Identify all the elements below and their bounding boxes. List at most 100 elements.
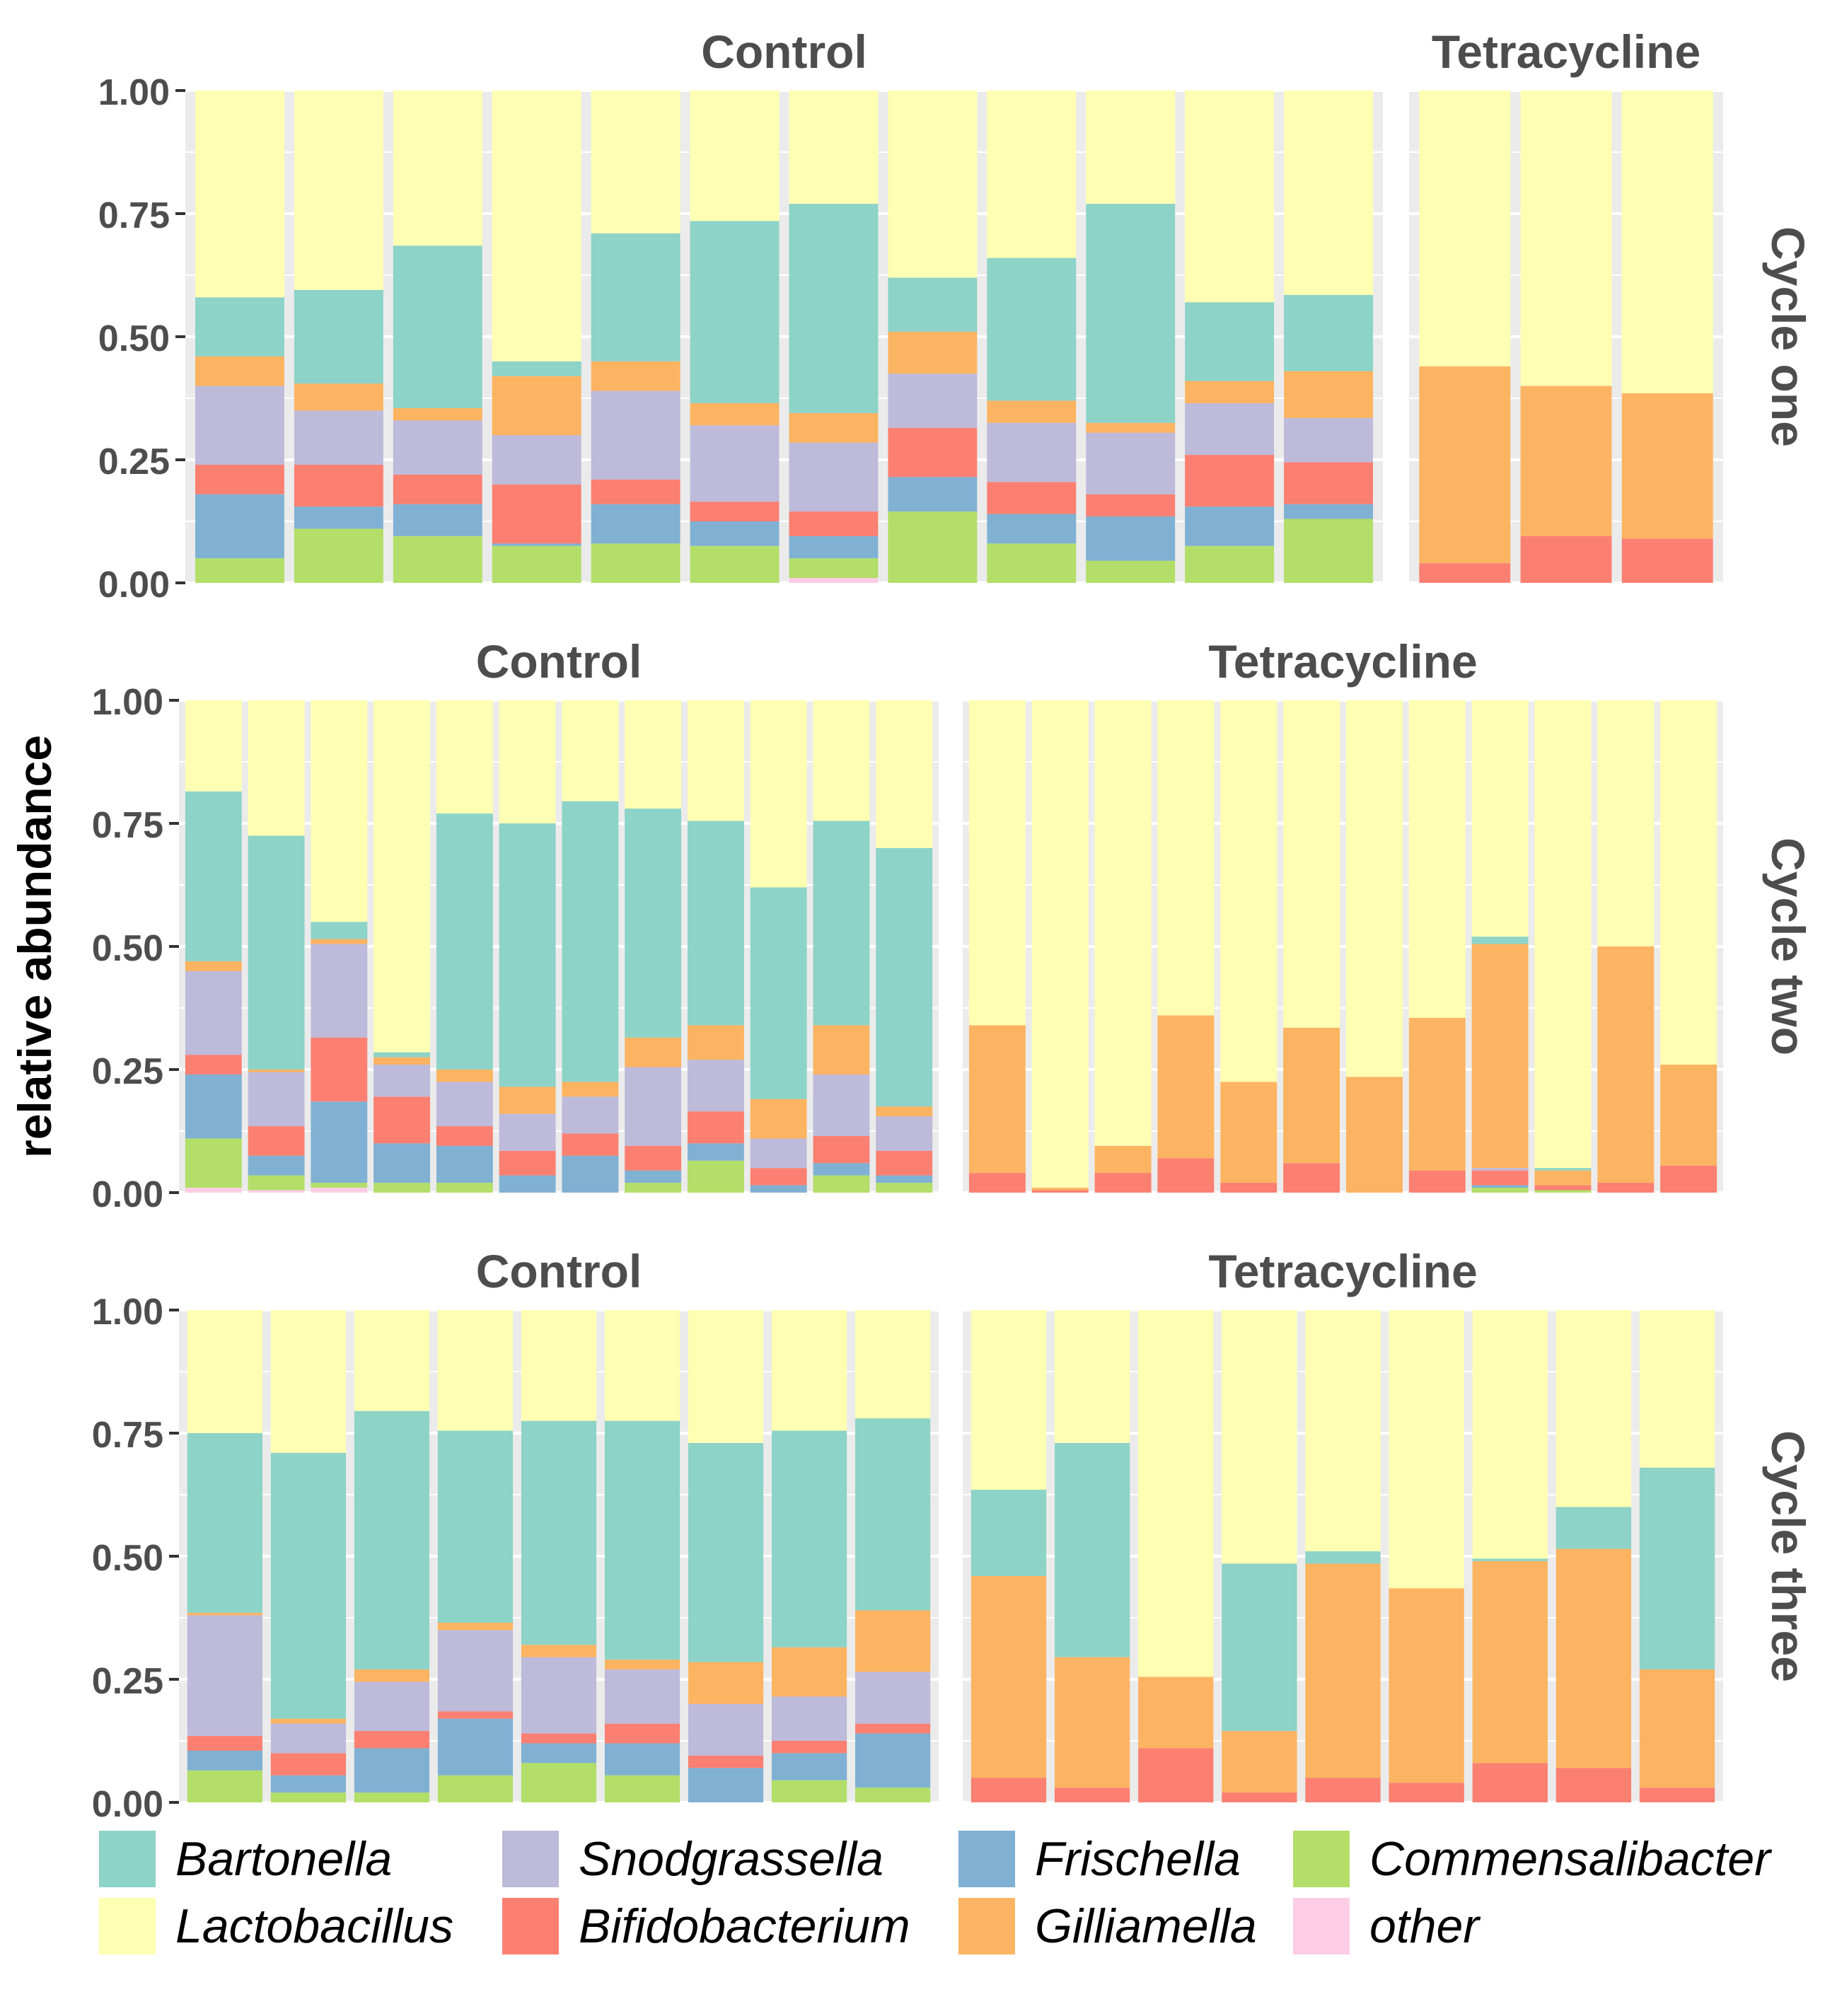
bar-segment-cycle-one-control-5-lactobacillus — [591, 91, 680, 233]
bar-segment-cycle-three-tetracycline-1-bartonella — [971, 1490, 1047, 1576]
bar-segment-cycle-two-control-10-bartonella — [750, 887, 807, 1099]
bar-segment-cycle-one-control-9-bifidobacterium — [987, 482, 1077, 514]
bar-segment-cycle-one-control-7-snodgrassella — [789, 442, 879, 512]
legend-label-lactobacillus: Lactobacillus — [175, 1899, 454, 1953]
bar-segment-cycle-three-tetracycline-7-bartonella — [1472, 1558, 1548, 1561]
y-tick-label-cycle-two-1: 0.25 — [92, 1051, 163, 1092]
bar-segment-cycle-one-control-2-commensalibacter — [294, 528, 383, 583]
bar-segment-cycle-three-control-9-frischella — [854, 1733, 931, 1788]
bar-segment-cycle-two-tetracycline-8-gilliamella — [1408, 1017, 1466, 1171]
bar-segment-cycle-three-tetracycline-2-lactobacillus — [1054, 1310, 1130, 1443]
bar-segment-cycle-one-control-6-commensalibacter — [690, 545, 780, 583]
bar-segment-cycle-two-tetracycline-9-bifidobacterium — [1471, 1170, 1529, 1186]
bar-segment-cycle-one-control-3-commensalibacter — [393, 535, 482, 583]
bar-segment-cycle-one-control-4-lactobacillus — [492, 91, 581, 361]
bar-segment-cycle-two-control-2-gilliamella — [248, 1070, 305, 1072]
bar-segment-cycle-one-control-11-snodgrassella — [1185, 402, 1275, 456]
legend-label-bifidobacterium: Bifidobacterium — [579, 1899, 910, 1953]
bar-segment-cycle-one-control-4-bifidobacterium — [492, 484, 581, 544]
bar-segment-cycle-three-control-9-commensalibacter — [854, 1788, 931, 1802]
bar-segment-cycle-one-control-2-frischella — [294, 506, 383, 529]
bar-segment-cycle-two-control-4-frischella — [373, 1143, 431, 1183]
bar-segment-cycle-three-tetracycline-7-lactobacillus — [1472, 1310, 1548, 1559]
bar-segment-cycle-three-control-7-snodgrassella — [688, 1703, 764, 1756]
bar-segment-cycle-one-control-7-bartonella — [789, 204, 879, 413]
bar-segment-cycle-two-control-5-lactobacillus — [436, 700, 493, 814]
legend-item-snodgrassella: Snodgrassella — [502, 1825, 883, 1892]
bar-segment-cycle-three-tetracycline-2-gilliamella — [1054, 1657, 1130, 1788]
bar-segment-cycle-one-control-5-bartonella — [591, 233, 680, 361]
bar-segment-cycle-one-control-4-snodgrassella — [492, 435, 581, 485]
y-tick-label-cycle-three-0: 0.00 — [92, 1784, 163, 1825]
y-tick-label-cycle-one-1: 0.25 — [98, 441, 170, 482]
bar-segment-cycle-three-control-4-bartonella — [437, 1430, 514, 1623]
bar-segment-cycle-three-control-7-bartonella — [688, 1442, 764, 1662]
bar-segment-cycle-three-tetracycline-5-lactobacillus — [1305, 1310, 1381, 1552]
bar-segment-cycle-two-control-6-bartonella — [499, 823, 556, 1087]
bar-segment-cycle-three-control-4-lactobacillus — [437, 1310, 514, 1431]
bar-segment-cycle-one-control-8-snodgrassella — [888, 373, 978, 428]
bar-segment-cycle-one-control-10-gilliamella — [1086, 422, 1176, 433]
bar-segment-cycle-two-tetracycline-8-lactobacillus — [1408, 700, 1466, 1018]
bar-segment-cycle-three-control-6-commensalibacter — [604, 1775, 680, 1802]
bar-segment-cycle-three-tetracycline-1-lactobacillus — [971, 1310, 1047, 1490]
legend-swatch-snodgrassella — [502, 1830, 559, 1887]
bar-segment-cycle-one-control-7-other — [789, 578, 879, 583]
bar-segment-cycle-one-control-2-bifidobacterium — [294, 464, 383, 507]
y-tick-label-cycle-two-4: 1.00 — [92, 682, 163, 723]
bar-segment-cycle-one-control-10-commensalibacter — [1086, 560, 1176, 583]
bar-segment-cycle-three-tetracycline-9-bartonella — [1639, 1467, 1715, 1670]
bar-segment-cycle-two-control-3-frischella — [311, 1101, 368, 1183]
bar-segment-cycle-two-tetracycline-2-bifidobacterium — [1031, 1190, 1089, 1193]
bar-segment-cycle-three-control-5-gilliamella — [521, 1645, 597, 1657]
bar-segment-cycle-one-control-7-gilliamella — [789, 412, 879, 443]
bar-segment-cycle-one-control-4-frischella — [492, 543, 581, 546]
facet-title-cycle-three-tetracycline: Tetracycline — [1208, 1245, 1477, 1297]
bar-segment-cycle-two-control-8-gilliamella — [625, 1037, 682, 1067]
bar-segment-cycle-three-control-9-snodgrassella — [854, 1672, 931, 1724]
bar-segment-cycle-three-tetracycline-5-bartonella — [1305, 1551, 1381, 1564]
bar-segment-cycle-three-control-8-frischella — [771, 1753, 847, 1780]
bar-segment-cycle-one-control-11-bartonella — [1185, 302, 1275, 381]
bar-segment-cycle-two-tetracycline-1-gilliamella — [968, 1025, 1026, 1174]
legend-label-bartonella: Bartonella — [175, 1831, 393, 1886]
bar-segment-cycle-two-control-11-lactobacillus — [813, 700, 870, 821]
bar-segment-cycle-one-control-2-gilliamella — [294, 383, 383, 411]
bar-segment-cycle-one-control-12-frischella — [1284, 504, 1374, 519]
legend-item-frischella: Frischella — [958, 1825, 1241, 1892]
legend-swatch-gilliamella — [958, 1897, 1015, 1954]
bar-segment-cycle-two-control-9-commensalibacter — [687, 1160, 744, 1193]
y-tick-label-cycle-three-2: 0.50 — [92, 1538, 163, 1579]
facet-title-cycle-one-control: Control — [701, 25, 867, 78]
bar-segment-cycle-one-tetracycline-3-bifidobacterium — [1621, 538, 1713, 583]
bar-segment-cycle-three-tetracycline-3-bifidobacterium — [1138, 1748, 1214, 1802]
bar-segment-cycle-three-control-7-gilliamella — [688, 1662, 764, 1704]
bar-segment-cycle-one-control-8-lactobacillus — [888, 91, 978, 278]
bar-segment-cycle-two-control-3-gilliamella — [311, 939, 368, 944]
bar-segment-cycle-one-control-10-frischella — [1086, 516, 1176, 561]
bar-segment-cycle-two-control-2-other — [248, 1190, 305, 1193]
bar-segment-cycle-one-control-6-bifidobacterium — [690, 502, 780, 521]
bar-segment-cycle-one-tetracycline-1-bifidobacterium — [1419, 563, 1511, 583]
facet-title-cycle-three-control: Control — [476, 1245, 642, 1297]
bar-segment-cycle-two-tetracycline-7-gilliamella — [1345, 1077, 1403, 1193]
bar-segment-cycle-three-control-2-gilliamella — [270, 1718, 347, 1724]
bar-segment-cycle-two-control-11-commensalibacter — [813, 1175, 870, 1193]
bar-segment-cycle-two-control-2-frischella — [248, 1155, 305, 1176]
bar-segment-cycle-three-tetracycline-1-gilliamella — [971, 1575, 1047, 1778]
bar-segment-cycle-one-control-9-bartonella — [987, 257, 1077, 401]
bar-segment-cycle-two-control-11-frischella — [813, 1163, 870, 1176]
legend-item-bartonella: Bartonella — [99, 1825, 392, 1892]
bar-segment-cycle-one-control-4-commensalibacter — [492, 545, 581, 583]
bar-segment-cycle-one-control-7-lactobacillus — [789, 91, 879, 204]
bar-segment-cycle-two-control-4-snodgrassella — [373, 1065, 431, 1097]
bar-segment-cycle-three-control-8-bifidobacterium — [771, 1741, 847, 1754]
bar-segment-cycle-one-tetracycline-2-gilliamella — [1520, 386, 1612, 536]
bar-segment-cycle-one-control-5-snodgrassella — [591, 390, 680, 480]
bar-segment-cycle-two-control-5-bifidobacterium — [436, 1126, 493, 1146]
legend-label-other: other — [1369, 1899, 1479, 1953]
bar-segment-cycle-two-control-6-frischella — [499, 1175, 556, 1193]
y-tick-label-cycle-two-0: 0.00 — [92, 1174, 163, 1215]
bar-segment-cycle-two-control-10-gilliamella — [750, 1099, 807, 1139]
bar-segment-cycle-two-tetracycline-9-frischella — [1471, 1185, 1529, 1188]
